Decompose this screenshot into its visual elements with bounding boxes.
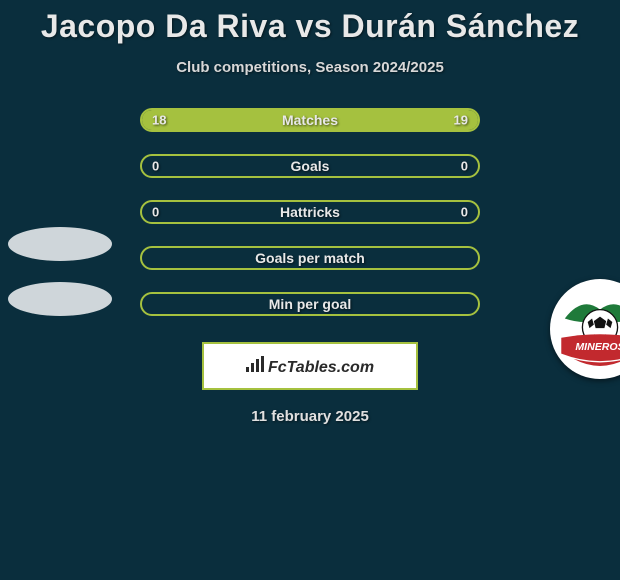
footer-box: FcTables.com [202,342,418,390]
stat-value-right: 0 [461,159,468,174]
stat-label: Hattricks [280,204,340,220]
stat-row: 18 19 Matches [140,108,480,132]
player-photo-placeholder [8,282,112,316]
mineros-badge-icon: MINEROS [556,285,620,373]
svg-text:MINEROS: MINEROS [575,341,620,353]
stat-row: 0 0 Hattricks [140,200,480,224]
bar-chart-icon [246,356,264,372]
club-badge: MINEROS [550,279,620,379]
date-line: 11 february 2025 [0,408,620,425]
stat-label: Goals [291,158,330,174]
stat-row: Goals per match [140,246,480,270]
stat-value-right: 0 [461,205,468,220]
stat-value-right: 19 [454,113,468,128]
stat-value-left: 0 [152,205,159,220]
stat-row: Min per goal [140,292,480,316]
footer-text: FcTables.com [268,359,374,377]
page-subtitle: Club competitions, Season 2024/2025 [0,59,620,76]
player-photo-placeholder [8,227,112,261]
stat-row: 0 0 Goals [140,154,480,178]
fctables-logo: FcTables.com [246,356,374,377]
stat-label: Matches [282,112,338,128]
stat-label: Goals per match [255,250,365,266]
stat-value-left: 18 [152,113,166,128]
comparison-content: MINEROS 18 19 Matches 0 0 Goals 0 0 Hattricks Goa… [0,108,620,425]
page-title: Jacopo Da Riva vs Durán Sánchez [0,0,620,45]
stat-label: Min per goal [269,296,351,312]
stat-value-left: 0 [152,159,159,174]
stat-bars: 18 19 Matches 0 0 Goals 0 0 Hattricks Goals per m… [140,108,480,316]
